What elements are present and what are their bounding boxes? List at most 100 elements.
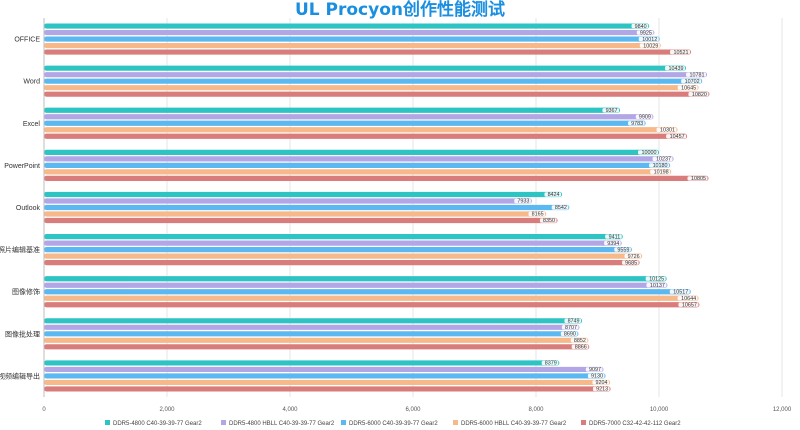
category-label: Excel [23,121,41,128]
bar [44,302,700,308]
x-axis: 0 2,000 4,000 6,000 8,000 10,000 12,000 [42,18,792,413]
data-label-bg [635,114,653,119]
bar [44,169,672,175]
data-label-bg [645,276,666,281]
bar [44,78,703,84]
data-label-bg [514,198,531,204]
bar [44,127,678,133]
data-label-bg [622,260,639,265]
bar [44,337,589,343]
data-label-bg [587,373,605,379]
category-label: 图像修饰 [12,287,40,296]
data-label: 10644 [681,296,696,302]
legend-swatch [105,420,110,425]
data-label: 8424 [548,192,560,198]
bar [44,23,650,29]
data-label-bg [656,127,677,132]
data-label: 9909 [639,114,651,120]
category-label: OFFICE [14,37,40,44]
x-tick-label: 8,000 [528,407,544,413]
bar [44,260,640,266]
data-label-bg [636,30,654,35]
data-label-bg [571,344,589,350]
data-label-bg [528,211,546,217]
data-label-bg [585,367,603,372]
data-label: 8852 [574,338,586,344]
data-label-bg [592,380,610,385]
data-label: 9204 [596,380,608,386]
data-label-bg [602,108,620,113]
data-label-bg [561,325,579,330]
bar [44,217,558,224]
bars: 9840992510012100291052110439107811070210… [44,23,710,393]
data-label-bg [677,85,698,90]
data-label-bg [681,78,702,84]
bar [44,295,699,301]
data-label-bg [638,36,659,42]
data-label-bg [688,91,709,97]
bar [44,191,563,198]
data-label-bg [670,49,691,55]
data-label: 10645 [681,85,696,91]
bar [44,211,547,217]
bar [44,114,654,120]
category-label: 视频编辑导出 [0,371,40,380]
data-label: 10012 [642,37,657,43]
data-label-bg [669,289,690,294]
data-label: 8707 [565,325,577,331]
data-label-bg [638,150,658,155]
bar [44,282,668,288]
legend-swatch [453,420,458,425]
category-label: Word [23,79,40,86]
bar [44,107,621,113]
legend-label: DDR5-4800 C40-39-39-77 Gear2 [113,421,202,427]
bar [44,318,583,324]
category-label: 图像批处理 [5,329,40,338]
bar [44,49,692,55]
bar [44,344,590,350]
data-label: 9925 [640,30,652,36]
data-label: 8866 [575,345,587,351]
data-label: 9783 [631,121,643,127]
data-label-bg [541,360,559,366]
bar [44,253,643,259]
bar [44,162,671,168]
data-label: 9411 [609,234,621,240]
data-label-bg [686,72,707,77]
bar [44,91,710,97]
category-labels: OFFICE Word Excel PowerPoint Outlook 照片编辑基准图像… [0,37,40,381]
data-label-bg [539,218,557,223]
data-label-bg [551,205,569,210]
data-label: 9394 [607,241,619,247]
bar [44,65,686,71]
data-label-bg [605,234,622,239]
data-label: 10657 [682,302,697,308]
legend-label: DDR5-4800 HBLL C40-39-39-77 Gear2 [229,421,335,427]
legend-swatch [221,420,226,425]
data-label-bg [639,43,660,48]
category-label: 照片编辑基准 [0,245,40,254]
data-label: 8379 [545,361,557,367]
data-label: 10029 [643,43,658,49]
bar [44,240,622,246]
data-label: 10137 [650,283,665,289]
bar [44,149,659,155]
data-label-bg [687,176,708,181]
bar [44,373,606,379]
data-label-bg [652,156,673,162]
x-tick-label: 10,000 [650,407,669,413]
legend-label: DDR5-6000 C40-39-39-77 Gear2 [349,421,438,427]
data-label: 10198 [654,170,669,176]
legend-swatch [581,420,586,425]
data-label: 10457 [670,134,685,140]
data-label-bg [592,386,610,392]
legend-label: DDR5-7000 C32-42-42-112 Gear2 [589,421,681,427]
data-label-bg [677,296,698,301]
data-label-bg [544,192,562,197]
bar [44,133,688,139]
data-label-bg [624,253,642,259]
data-label-bg [631,23,649,29]
bar [44,42,661,49]
x-tick-label: 6,000 [405,407,421,413]
